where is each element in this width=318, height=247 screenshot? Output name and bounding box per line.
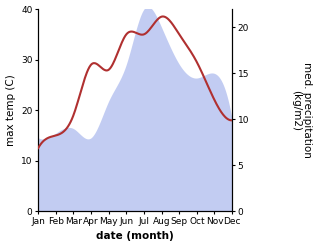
Y-axis label: med. precipitation
(kg/m2): med. precipitation (kg/m2) [291, 62, 313, 158]
Y-axis label: max temp (C): max temp (C) [5, 74, 16, 146]
X-axis label: date (month): date (month) [96, 231, 174, 242]
